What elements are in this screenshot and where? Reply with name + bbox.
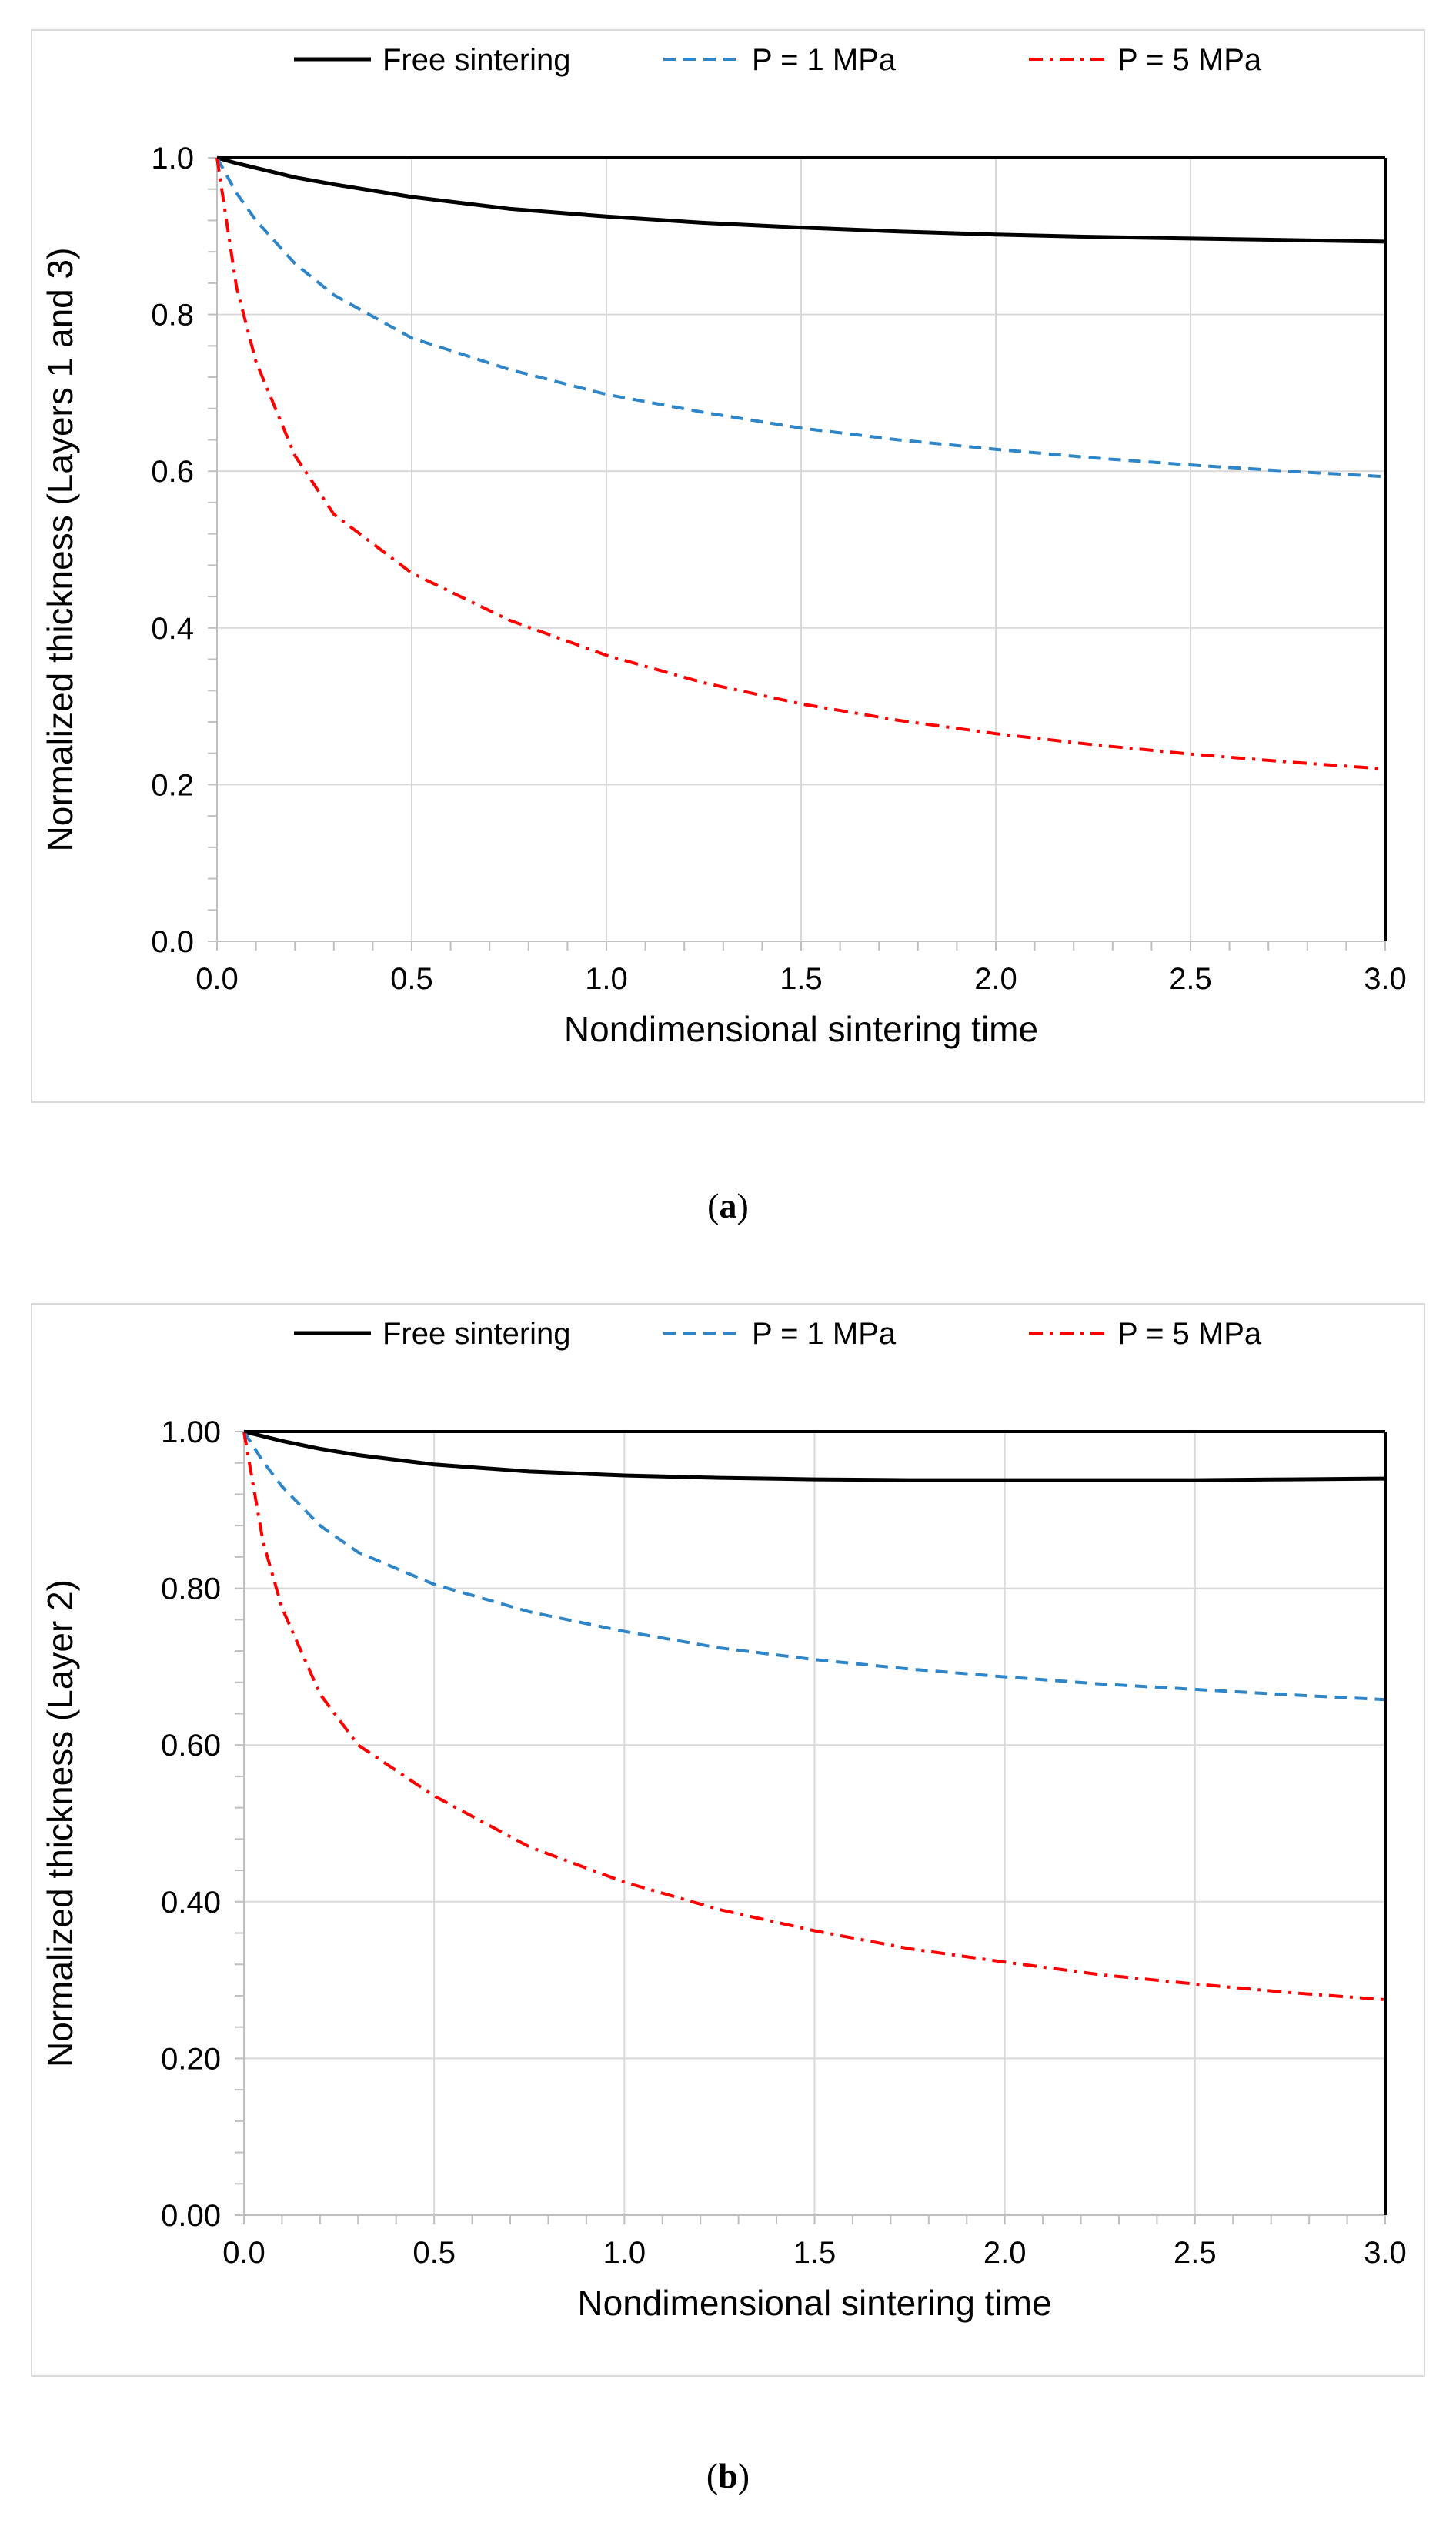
chart-a-x-tick-label: 0.5 bbox=[390, 962, 433, 996]
chart-b-y-tick-label: 0.00 bbox=[161, 2199, 221, 2233]
chart-a-x-tick-label: 3.0 bbox=[1364, 962, 1407, 996]
chart-b-y-tick-label: 1.00 bbox=[161, 1415, 221, 1449]
chart-b-x-axis-title: Nondimensional sintering time bbox=[577, 2283, 1051, 2323]
chart-b-y-tick-label: 0.80 bbox=[161, 1572, 221, 1606]
chart-b-x-tick-label: 0.5 bbox=[412, 2236, 456, 2270]
chart-b-x-tick-label: 0.0 bbox=[222, 2236, 265, 2270]
chart-b-y-tick-label: 0.60 bbox=[161, 1729, 221, 1763]
chart-panel-a: 0.0 0.5 1.0 1.5 2.0 2.5 3.0 0.0 0.2 0.4 0.6 0.8 1.0 N… bbox=[31, 29, 1425, 1103]
chart-a-y-tick-label: 0.6 bbox=[151, 455, 194, 489]
chart-a-x-tick-label: 1.5 bbox=[780, 962, 823, 996]
chart-a-x-tick-label: 2.0 bbox=[974, 962, 1017, 996]
chart-b-y-axis-title: Normalized thickness (Layer 2) bbox=[40, 1579, 80, 2067]
chart-b-svg: 0.0 0.5 1.0 1.5 2.0 2.5 3.0 0.00 0.20 0.40 0.60 0.8… bbox=[40, 1317, 1407, 2323]
chart-b-y-tick-label: 0.40 bbox=[161, 1886, 221, 1920]
chart-b-y-tick-label: 0.20 bbox=[161, 2042, 221, 2076]
chart-b-series-line-3 bbox=[242, 1431, 1386, 2001]
chart-a-y-axis-title: Normalized thickness (Layers 1 and 3) bbox=[40, 248, 80, 852]
chart-a-series-line-2 bbox=[215, 157, 1386, 479]
chart-b-legend-label-2: P = 1 MPa bbox=[752, 1317, 897, 1351]
chart-a-x-tick-label: 0.0 bbox=[195, 962, 239, 996]
chart-b-x-tick-label: 3.0 bbox=[1364, 2236, 1407, 2270]
chart-a-legend-label-1: Free sintering bbox=[382, 43, 571, 77]
caption-b: (b) bbox=[706, 2456, 750, 2495]
caption-a-label: a bbox=[719, 1186, 737, 1225]
caption-a: (a) bbox=[707, 1186, 749, 1225]
chart-b-legend-label-1: Free sintering bbox=[382, 1317, 571, 1351]
chart-a-y-tick-label: 0.8 bbox=[151, 299, 194, 332]
chart-a-legend-label-2: P = 1 MPa bbox=[752, 43, 897, 77]
chart-a-svg: 0.0 0.5 1.0 1.5 2.0 2.5 3.0 0.0 0.2 0.4 0.6 0.8 1.0 N… bbox=[40, 43, 1407, 1049]
chart-a-x-tick-label: 2.5 bbox=[1169, 962, 1212, 996]
chart-a-series-line-1 bbox=[216, 155, 1386, 244]
chart-panel-b: 0.0 0.5 1.0 1.5 2.0 2.5 3.0 0.00 0.20 0.40 0.60 0.8… bbox=[31, 1303, 1425, 2377]
chart-a-y-tick-label: 0.4 bbox=[151, 612, 194, 646]
caption-b-label: b bbox=[718, 2456, 738, 2495]
chart-b-legend-label-3: P = 5 MPa bbox=[1117, 1317, 1262, 1351]
chart-a-y-tick-label: 0.2 bbox=[151, 768, 194, 802]
chart-b-x-tick-label: 2.0 bbox=[983, 2236, 1027, 2270]
chart-a-y-tick-label: 1.0 bbox=[151, 142, 194, 175]
chart-a-x-axis-title: Nondimensional sintering time bbox=[564, 1009, 1038, 1049]
chart-b-x-tick-label: 1.0 bbox=[603, 2236, 646, 2270]
chart-a-y-tick-label: 0.0 bbox=[151, 925, 194, 959]
chart-b-x-tick-label: 2.5 bbox=[1174, 2236, 1217, 2270]
chart-b-series-line-1 bbox=[243, 1429, 1386, 1482]
chart-b-x-tick-label: 1.5 bbox=[793, 2236, 837, 2270]
chart-a-x-tick-label: 1.0 bbox=[585, 962, 628, 996]
chart-a-series-line-3 bbox=[215, 157, 1386, 770]
chart-a-legend-label-3: P = 5 MPa bbox=[1117, 43, 1262, 77]
